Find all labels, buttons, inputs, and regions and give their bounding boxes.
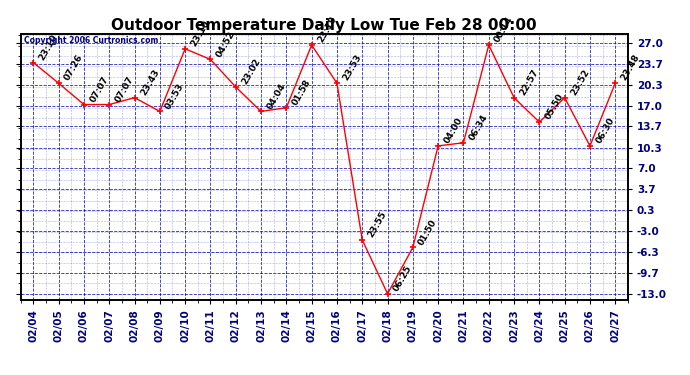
Text: 23:53: 23:53 — [341, 53, 363, 82]
Text: Copyright 2006 Curtronics.com: Copyright 2006 Curtronics.com — [23, 36, 158, 45]
Text: 23:52: 23:52 — [569, 68, 591, 97]
Text: 06:30: 06:30 — [594, 116, 616, 145]
Text: 23:02: 23:02 — [240, 57, 262, 86]
Text: 07:26: 07:26 — [63, 53, 85, 82]
Title: Outdoor Temperature Daily Low Tue Feb 28 00:00: Outdoor Temperature Daily Low Tue Feb 28… — [112, 18, 537, 33]
Text: 01:50: 01:50 — [417, 217, 439, 247]
Text: 07:07: 07:07 — [88, 75, 110, 104]
Text: 06:25: 06:25 — [392, 264, 414, 293]
Text: 23:43: 23:43 — [139, 68, 161, 97]
Text: 04:04: 04:04 — [265, 81, 287, 111]
Text: 23:55: 23:55 — [366, 210, 388, 239]
Text: 23:10: 23:10 — [189, 19, 211, 48]
Text: 03:53: 03:53 — [164, 81, 186, 111]
Text: 00:14: 00:14 — [493, 15, 515, 44]
Text: 23:10: 23:10 — [37, 33, 59, 62]
Text: 05:50: 05:50 — [544, 92, 566, 121]
Text: 07:07: 07:07 — [113, 75, 135, 104]
Text: 04:00: 04:00 — [442, 116, 464, 145]
Text: 06:34: 06:34 — [468, 113, 490, 142]
Text: 23:48: 23:48 — [620, 53, 642, 82]
Text: 22:57: 22:57 — [518, 68, 540, 97]
Text: 04:52: 04:52 — [215, 29, 237, 58]
Text: 23:18: 23:18 — [316, 15, 338, 44]
Text: 01:58: 01:58 — [290, 78, 313, 107]
